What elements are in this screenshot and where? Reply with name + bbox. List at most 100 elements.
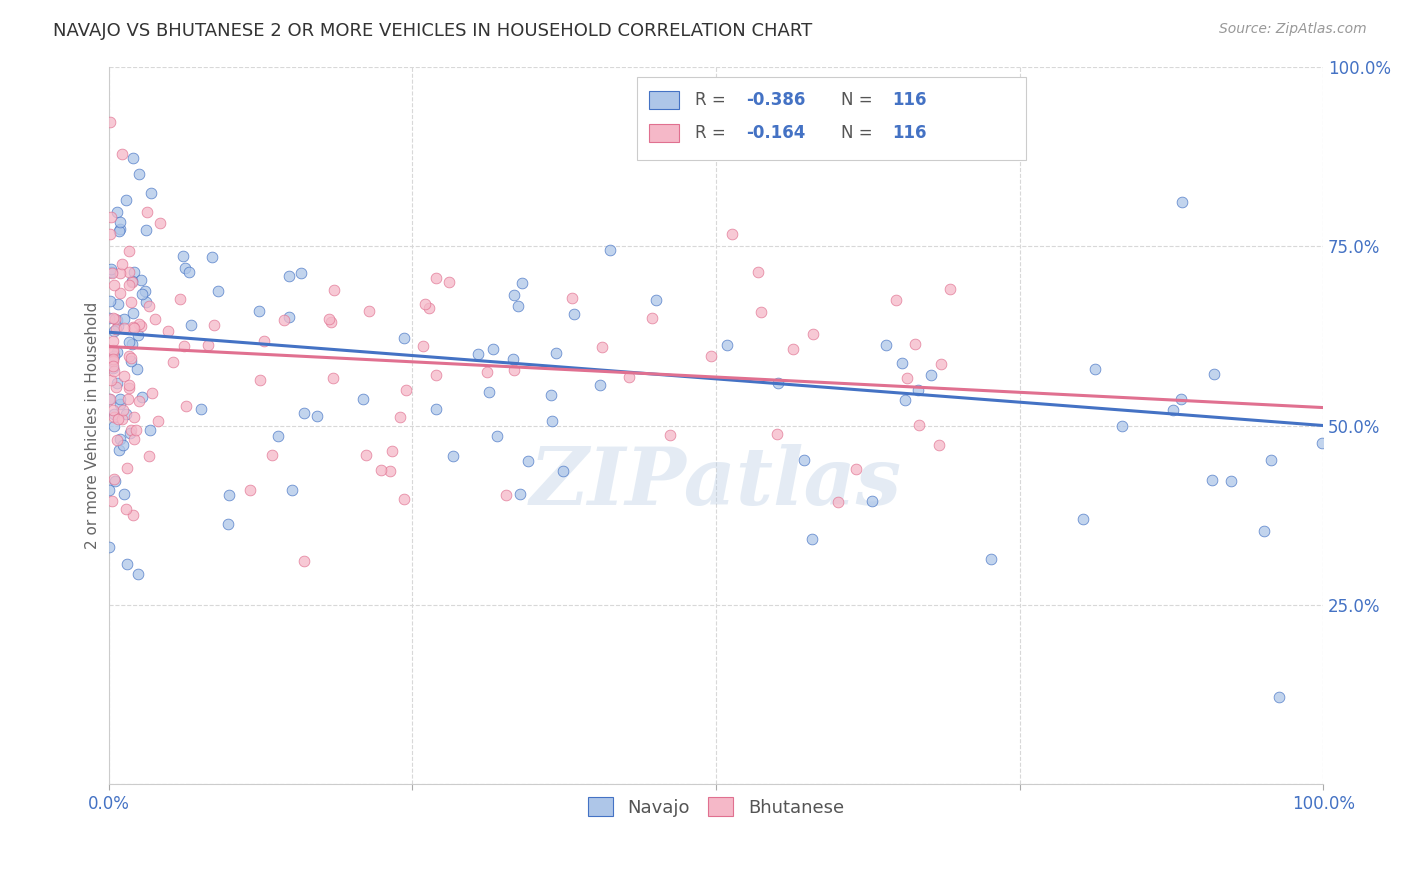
Point bbox=[121, 275, 143, 289]
Point bbox=[103, 324, 125, 338]
Text: 116: 116 bbox=[891, 91, 927, 110]
Point bbox=[121, 151, 143, 165]
Point bbox=[281, 483, 304, 497]
Point bbox=[200, 250, 222, 264]
Text: N =: N = bbox=[841, 91, 877, 110]
Point bbox=[928, 438, 950, 452]
Point bbox=[599, 243, 621, 257]
Point bbox=[100, 261, 122, 276]
Point bbox=[305, 409, 328, 424]
Point bbox=[938, 282, 960, 296]
Point bbox=[98, 265, 121, 279]
Point bbox=[122, 306, 145, 320]
Point bbox=[378, 464, 401, 478]
Point bbox=[177, 264, 200, 278]
Point bbox=[509, 487, 531, 501]
Point bbox=[478, 384, 501, 399]
Point bbox=[103, 361, 125, 376]
Point bbox=[1268, 690, 1291, 705]
Point bbox=[700, 349, 723, 363]
Point bbox=[747, 265, 769, 279]
Point bbox=[202, 318, 225, 332]
Point bbox=[180, 318, 202, 332]
Point bbox=[105, 380, 128, 394]
Text: NAVAJO VS BHUTANESE 2 OR MORE VEHICLES IN HOUSEHOLD CORRELATION CHART: NAVAJO VS BHUTANESE 2 OR MORE VEHICLES I… bbox=[53, 22, 813, 40]
Point bbox=[1260, 452, 1282, 467]
Point bbox=[108, 392, 131, 407]
Point bbox=[107, 297, 129, 311]
Point bbox=[319, 315, 342, 329]
Point bbox=[903, 336, 925, 351]
Point bbox=[100, 265, 122, 279]
Point bbox=[138, 299, 160, 313]
Point bbox=[589, 378, 612, 392]
Point bbox=[149, 216, 172, 230]
Point bbox=[394, 491, 416, 506]
Point bbox=[108, 224, 131, 238]
Point bbox=[425, 402, 447, 417]
Text: -0.164: -0.164 bbox=[747, 124, 806, 143]
Point bbox=[218, 488, 240, 502]
Point bbox=[425, 368, 447, 383]
Point bbox=[103, 408, 125, 422]
Point bbox=[1111, 419, 1133, 434]
Point bbox=[110, 396, 132, 410]
Point bbox=[127, 327, 149, 342]
Point bbox=[121, 319, 143, 334]
FancyBboxPatch shape bbox=[650, 124, 679, 143]
Point bbox=[1204, 367, 1226, 381]
Point bbox=[112, 487, 135, 501]
Point bbox=[120, 295, 142, 310]
Point bbox=[619, 370, 641, 384]
Point bbox=[148, 414, 170, 428]
Text: -0.386: -0.386 bbox=[747, 91, 806, 110]
Point bbox=[197, 338, 219, 352]
Point bbox=[239, 483, 262, 498]
Point bbox=[131, 286, 153, 301]
Point bbox=[766, 426, 789, 441]
Point bbox=[105, 433, 128, 447]
Point bbox=[267, 429, 290, 443]
Point bbox=[111, 402, 134, 417]
Point bbox=[392, 331, 415, 345]
Point bbox=[540, 414, 562, 428]
Point bbox=[503, 363, 526, 377]
Point bbox=[120, 351, 142, 365]
Point bbox=[105, 345, 128, 359]
Point bbox=[359, 303, 381, 318]
Point bbox=[262, 448, 284, 462]
Point bbox=[644, 293, 666, 307]
Point bbox=[278, 268, 301, 283]
Point bbox=[412, 339, 434, 353]
Point bbox=[1071, 512, 1094, 526]
Point bbox=[929, 357, 952, 371]
Point bbox=[475, 365, 498, 379]
Point bbox=[101, 345, 124, 359]
Point bbox=[318, 312, 340, 326]
Point bbox=[121, 337, 143, 351]
Point bbox=[721, 227, 744, 242]
Point bbox=[107, 412, 129, 426]
Point bbox=[441, 449, 464, 463]
Text: N =: N = bbox=[841, 124, 877, 143]
Point bbox=[413, 296, 436, 310]
Point bbox=[190, 401, 212, 416]
Point bbox=[1312, 436, 1334, 450]
Point bbox=[1161, 403, 1184, 417]
Point bbox=[115, 502, 138, 516]
FancyBboxPatch shape bbox=[637, 78, 1025, 160]
Point bbox=[128, 394, 150, 409]
Point bbox=[108, 432, 131, 446]
Point bbox=[103, 364, 125, 378]
Point bbox=[122, 264, 145, 278]
Point bbox=[395, 383, 418, 397]
Point bbox=[117, 392, 139, 406]
Point bbox=[136, 204, 159, 219]
Point bbox=[103, 278, 125, 293]
Point bbox=[540, 388, 562, 402]
Point bbox=[112, 311, 135, 326]
Text: R =: R = bbox=[695, 124, 731, 143]
Point bbox=[207, 284, 229, 298]
Point bbox=[111, 257, 134, 271]
Point bbox=[352, 392, 374, 406]
